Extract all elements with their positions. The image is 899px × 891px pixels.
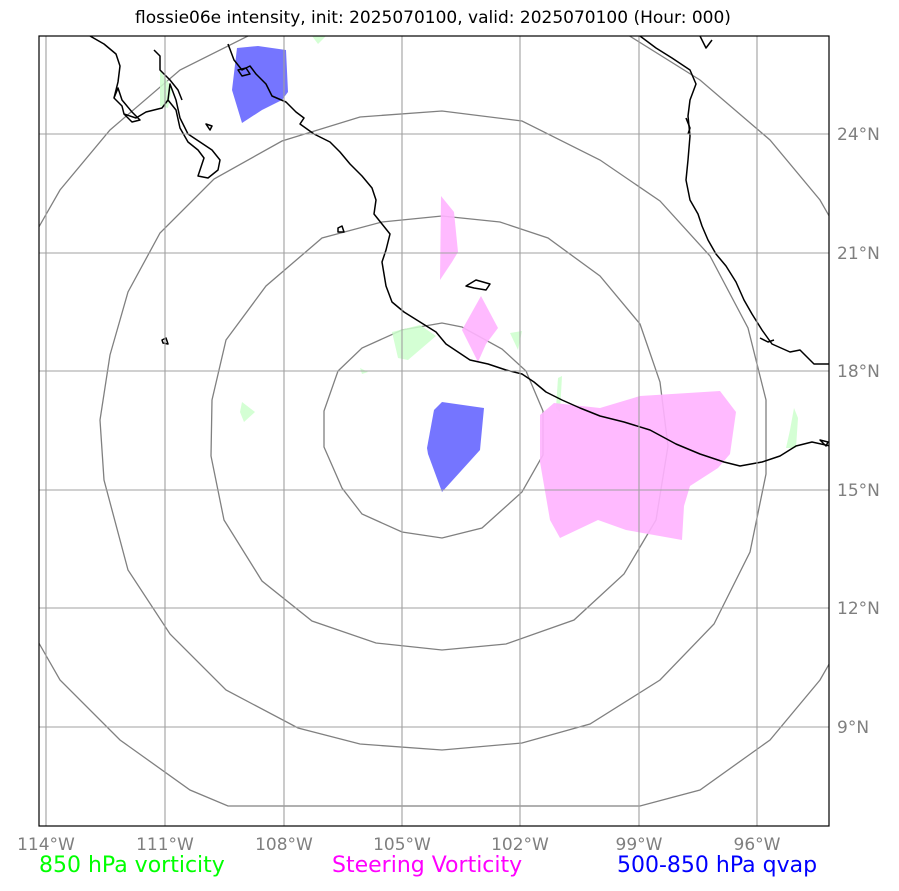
lon-label: 105°W [373,835,431,855]
coastlines [89,36,829,467]
vort850-area [240,402,255,422]
coast-detail [685,117,691,135]
lat-label: 12°N [837,599,880,619]
sonora-coast [227,43,829,467]
island [337,225,345,233]
vort850-area [556,376,562,412]
range-ring-4 [39,36,829,807]
steering-vorticity-areas [440,196,736,540]
vort850-area [510,331,522,350]
vort850-area [160,70,172,108]
gulf-of-mexico-coast [639,36,829,365]
qvap-area [427,402,484,492]
steering-area [540,391,736,540]
baja-coast [89,36,221,179]
legend-steering-vorticity: Steering Vorticity [332,853,523,878]
island [237,67,251,77]
vort850-area [786,408,798,448]
range-ring-2 [210,215,669,651]
longitude-labels: 114°W 111°W 108°W 105°W 102°W 99°W 96°W [17,835,781,855]
lat-label: 9°N [837,718,869,738]
lat-label: 18°N [837,362,880,382]
gridlines [39,36,829,826]
island [819,439,829,447]
lon-label: 99°W [616,835,663,855]
qvap-areas [232,46,484,492]
lat-label: 21°N [837,244,880,264]
lat-label: 24°N [837,125,880,145]
legend-850-vorticity: 850 hPa vorticity [39,853,225,878]
lon-label: 114°W [17,835,75,855]
vort850-area [312,36,326,44]
island [465,279,491,291]
steering-area [462,296,498,362]
lon-label: 111°W [136,835,194,855]
lon-label: 96°W [734,835,781,855]
lon-label: 102°W [491,835,549,855]
range-rings [39,36,829,807]
vort850-area [392,325,436,360]
range-ring-3 [99,110,767,751]
plot-title: flossie06e intensity, init: 2025070100, … [135,8,731,28]
legend-qvap: 500-850 hPa qvap [617,853,818,878]
vorticity-850-areas [160,36,798,448]
range-ring-1 [323,322,544,539]
lat-label: 15°N [837,481,880,501]
coast-detail [699,36,713,49]
lon-label: 108°W [255,835,313,855]
qvap-area [232,46,288,123]
latitude-labels: 24°N 21°N 18°N 15°N 12°N 9°N [837,125,880,738]
baja-coast-inner [113,87,141,123]
steering-area [440,196,458,280]
map-frame [38,35,830,827]
coast-detail [759,337,775,343]
island [205,123,213,131]
